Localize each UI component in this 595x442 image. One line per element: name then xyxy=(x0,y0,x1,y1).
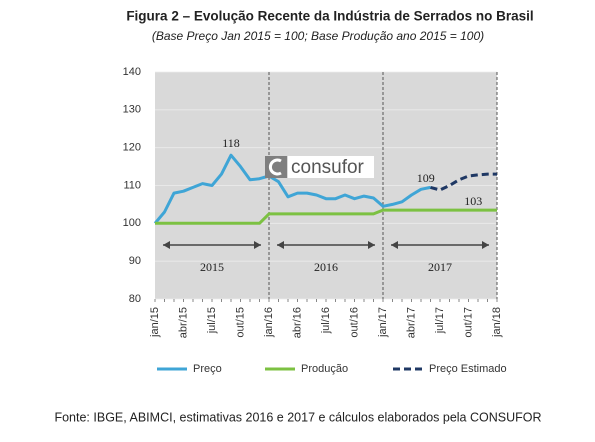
x-tick-label: abr/17 xyxy=(405,307,417,338)
logo-bg xyxy=(288,156,374,178)
y-tick-label: 110 xyxy=(123,179,141,191)
x-tick-label: abr/16 xyxy=(291,307,303,338)
legend-label: Produção xyxy=(301,363,348,375)
logo-mark xyxy=(268,158,282,176)
y-tick-label: 140 xyxy=(123,66,141,78)
source-note: Fonte: IBGE, ABIMCI, estimativas 2016 e … xyxy=(54,410,541,424)
x-tick-label: jan/16 xyxy=(263,307,275,338)
y-tick-label: 120 xyxy=(123,142,141,154)
x-tick-label: jul/16 xyxy=(320,307,332,334)
logo-text: consufor xyxy=(291,157,365,178)
chart-title: Figura 2 – Evolução Recente da Indústria… xyxy=(126,9,533,24)
y-tick-label: 90 xyxy=(129,255,141,267)
x-tick-label: jul/15 xyxy=(206,307,218,334)
chart-subtitle: (Base Preço Jan 2015 = 100; Base Produçã… xyxy=(152,29,484,43)
x-tick-label: jan/17 xyxy=(377,307,389,338)
period-label: 2016 xyxy=(314,260,338,274)
x-tick-label: abr/15 xyxy=(177,307,189,338)
y-tick-label: 100 xyxy=(123,217,141,229)
x-tick-label: out/15 xyxy=(234,307,246,338)
x-tick-label: jan/15 xyxy=(149,307,161,338)
x-tick-label: jul/17 xyxy=(434,307,446,334)
legend-label: Preço xyxy=(193,363,222,375)
x-tick-label: jan/18 xyxy=(491,307,503,338)
annotation: 118 xyxy=(222,136,240,150)
logo-icon xyxy=(265,156,287,178)
series-line xyxy=(155,208,497,225)
y-tick-label: 130 xyxy=(123,104,141,116)
period-label: 2017 xyxy=(428,260,452,274)
y-tick-label: 80 xyxy=(129,293,141,305)
legend-label: Preço Estimado xyxy=(429,363,507,375)
x-tick-label: out/17 xyxy=(462,307,474,338)
series-line xyxy=(430,172,497,192)
annotation: 109 xyxy=(417,171,435,185)
x-tick-label: out/16 xyxy=(348,307,360,338)
annotation: 103 xyxy=(464,194,482,208)
period-label: 2015 xyxy=(200,260,224,274)
series-line xyxy=(153,153,431,225)
